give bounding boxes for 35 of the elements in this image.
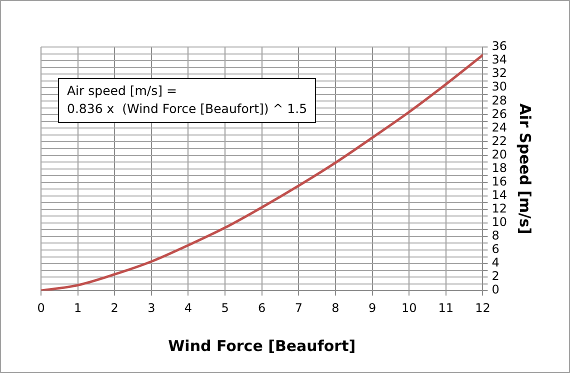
y-axis-title: Air Speed [m/s] — [516, 103, 534, 234]
x-tick-label: 0 — [37, 300, 45, 315]
x-tick-label: 11 — [438, 300, 454, 315]
y-tick-label: 10 — [492, 215, 508, 230]
annotation: Air speed [m/s] = 0.836 x (Wind Force [Beaufort]) ^ 1.5 — [58, 78, 316, 123]
y-tick-label: 18 — [492, 160, 508, 175]
y-tick-label: 12 — [492, 202, 508, 216]
x-tick-label: 4 — [184, 300, 192, 315]
y-tick-label: 26 — [492, 106, 508, 121]
x-tick-label: 2 — [110, 300, 118, 315]
y-tick-label: 4 — [492, 256, 500, 270]
y-tick-label: 20 — [492, 147, 508, 162]
x-tick-label: 9 — [368, 300, 376, 315]
y-tick-label: 16 — [492, 174, 508, 188]
y-tick-label: 32 — [492, 66, 508, 80]
x-tick-label: 8 — [332, 300, 340, 315]
y-tick-label: 6 — [492, 242, 500, 256]
y-tick-label: 22 — [492, 134, 508, 148]
x-tick-label: 6 — [258, 300, 266, 315]
y-tick-label: 2 — [492, 269, 500, 284]
y-tick-label: 24 — [492, 120, 508, 134]
y-tick-label: 8 — [492, 228, 500, 243]
y-tick-label: 30 — [492, 80, 508, 94]
x-tick-label: 5 — [221, 300, 229, 315]
y-tick-label: 34 — [492, 52, 508, 67]
x-axis-title: Wind Force [Beaufort] — [168, 336, 356, 355]
x-tick-label: 10 — [401, 300, 417, 315]
x-tick-label: 7 — [294, 300, 302, 315]
x-tick-label: 3 — [148, 300, 156, 315]
y-tick-label: 14 — [492, 188, 508, 202]
x-tick-label: 1 — [74, 300, 82, 315]
x-tick-label: 12 — [475, 300, 490, 315]
y-tick-label: 28 — [492, 93, 508, 108]
y-tick-label: 36 — [492, 39, 508, 54]
y-tick-label: 0 — [492, 282, 500, 297]
